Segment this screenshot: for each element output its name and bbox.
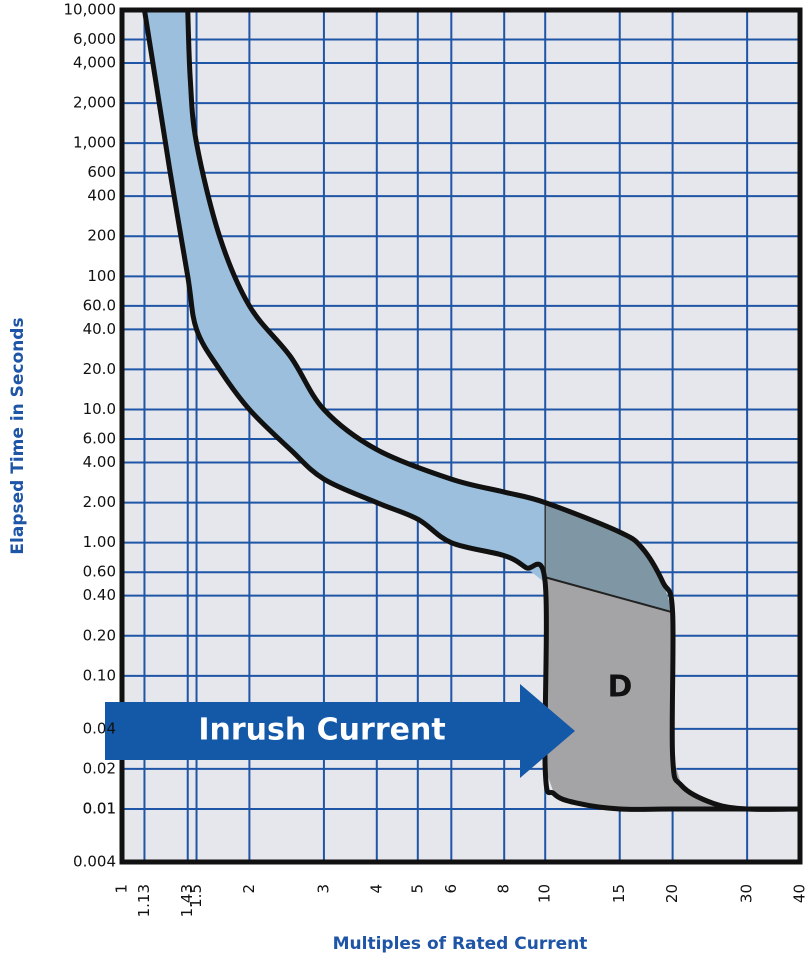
arrow-label: Inrush Current — [198, 713, 445, 748]
y-tick-label: 6,000 — [73, 30, 116, 48]
y-tick-label: 60.0 — [83, 296, 116, 314]
x-tick-label: 30 — [738, 884, 756, 903]
y-tick-label: 10,000 — [64, 1, 117, 19]
x-tick-label: 1.13 — [135, 884, 153, 917]
y-tick-label: 40.0 — [83, 320, 116, 338]
x-tick-label: 1.43 — [178, 884, 196, 917]
x-tick-label: 2 — [240, 884, 258, 894]
y-axis-label: Elapsed Time in Seconds — [8, 317, 28, 554]
y-tick-label: 600 — [87, 163, 116, 181]
x-axis-label: Multiples of Rated Current — [333, 934, 588, 954]
y-tick-label: 2.00 — [83, 493, 116, 511]
y-tick-label: 6.00 — [83, 430, 116, 448]
y-tick-label: 4.00 — [83, 453, 116, 471]
y-tick-label: 400 — [87, 187, 116, 205]
zone-label: D — [608, 670, 633, 705]
y-tick-label: 20.0 — [83, 360, 116, 378]
x-tick-label: 4 — [367, 884, 385, 894]
x-tick-label: 6 — [442, 884, 460, 894]
y-tick-label: 0.01 — [83, 800, 116, 818]
x-tick-label: 5 — [408, 884, 426, 894]
band-area — [144, 10, 546, 769]
inrush-arrow — [105, 684, 575, 778]
y-tick-label: 1,000 — [73, 134, 116, 152]
x-tick-label: 8 — [495, 884, 513, 894]
x-tick-label: 20 — [663, 884, 681, 903]
y-tick-label: 0.04 — [83, 719, 116, 737]
x-tick-label: 15 — [610, 884, 628, 903]
x-tick-label: 3 — [314, 884, 332, 894]
y-tick-label: 10.0 — [83, 400, 116, 418]
y-tick-label: 4,000 — [73, 53, 116, 71]
y-tick-label: 0.60 — [83, 563, 116, 581]
y-tick-label: 0.004 — [73, 853, 116, 871]
x-tick-label: 40 — [791, 884, 809, 903]
y-tick-label: 0.40 — [83, 586, 116, 604]
y-tick-label: 0.20 — [83, 626, 116, 644]
curve — [185, 9, 801, 812]
y-tick-label: 0.02 — [83, 759, 116, 777]
y-tick-label: 2,000 — [73, 94, 116, 112]
y-tick-label: 200 — [87, 227, 116, 245]
x-tick-label: 10 — [536, 884, 554, 903]
divider-line — [544, 576, 673, 614]
plot-frame — [119, 7, 803, 865]
y-tick-label: 0.10 — [83, 666, 116, 684]
y-tick-label: 1.00 — [83, 533, 116, 551]
y-tick-label: 100 — [87, 267, 116, 285]
x-tick-label: 1 — [113, 884, 131, 894]
curve — [141, 9, 800, 812]
y-tick-label: 0.01 — [83, 800, 116, 818]
x-tick-label: 1.5 — [187, 884, 205, 908]
